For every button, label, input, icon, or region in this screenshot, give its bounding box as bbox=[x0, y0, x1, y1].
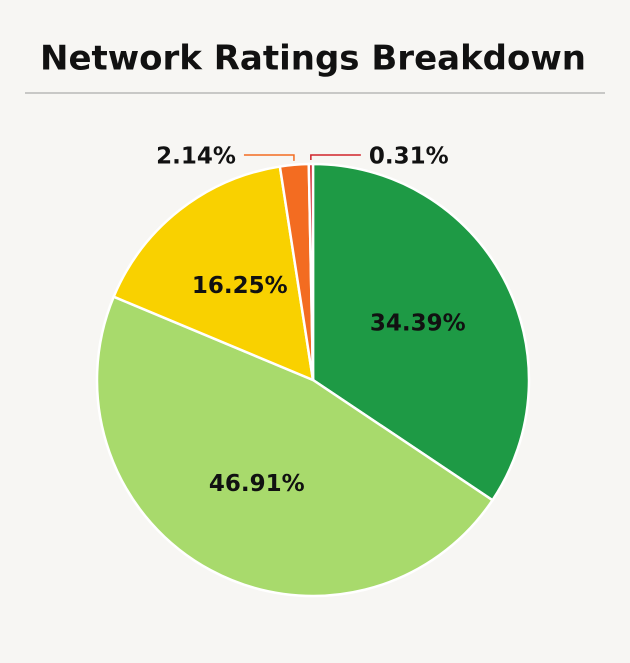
slice-label: 34.39% bbox=[370, 311, 466, 337]
chart-title: Network Ratings Breakdown bbox=[40, 39, 586, 79]
slice-label: 16.25% bbox=[192, 273, 288, 299]
leader-line bbox=[243, 154, 295, 161]
pie-slice bbox=[307, 162, 315, 381]
pie-slice bbox=[95, 295, 495, 598]
leader-line bbox=[310, 154, 361, 161]
slice-label: 46.91% bbox=[209, 471, 305, 497]
slice-label: 0.31% bbox=[369, 144, 449, 170]
slice-label: 2.14% bbox=[156, 144, 236, 170]
pie-slice bbox=[112, 165, 315, 383]
